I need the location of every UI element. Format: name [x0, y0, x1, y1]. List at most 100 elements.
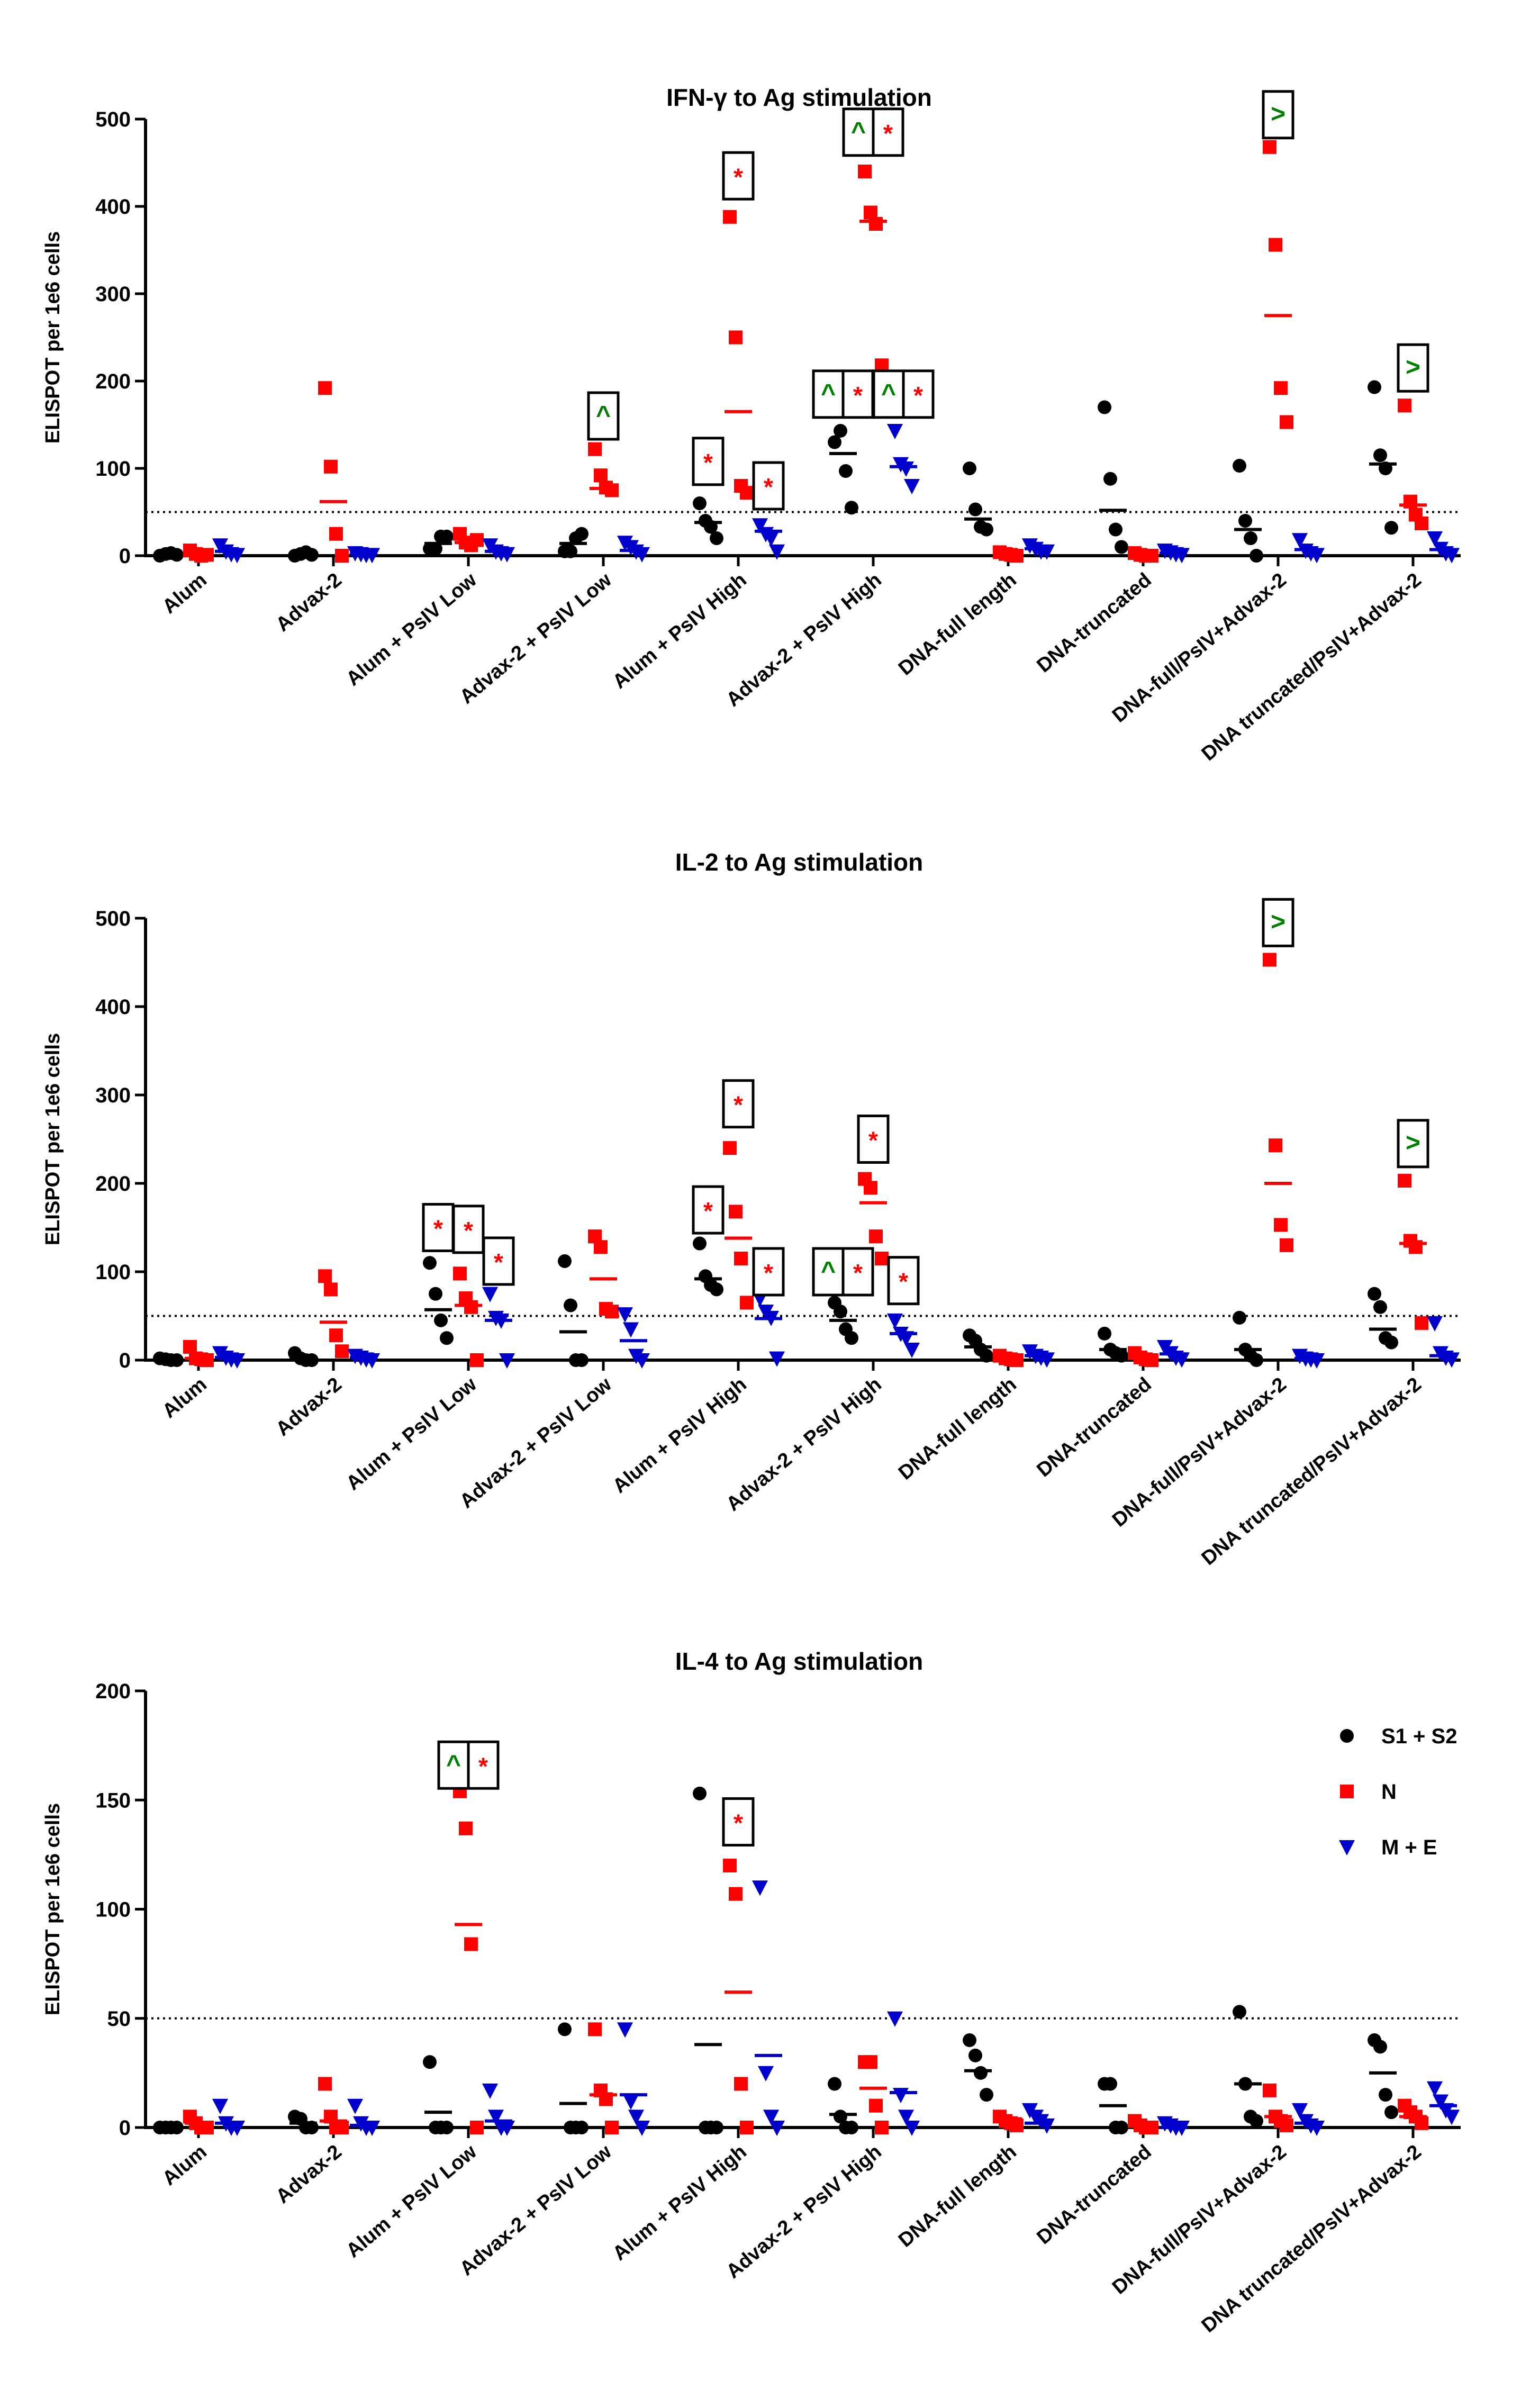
- data-point-me: [617, 2022, 633, 2038]
- significance-box: [1262, 90, 1294, 140]
- y-tick-label: 200: [95, 370, 131, 393]
- x-tick-label: Advax-2 + PsIV High: [722, 1373, 885, 1516]
- data-point-n: [453, 1266, 467, 1281]
- data-point-s1s2: [1238, 2077, 1252, 2091]
- data-point-n: [200, 1353, 214, 1367]
- significance-star: *: [478, 1752, 488, 1780]
- data-point-me: [1292, 533, 1308, 549]
- data-point-n: [1280, 415, 1293, 429]
- legend-marker-me: [1339, 1840, 1355, 1855]
- x-tick-label: Alum: [158, 569, 211, 618]
- data-point-s1s2: [1384, 521, 1398, 535]
- data-point-me: [898, 461, 914, 477]
- data-point-me: [1039, 2118, 1055, 2134]
- x-tick-label: Advax-2: [272, 569, 346, 636]
- data-point-s1s2: [423, 2055, 437, 2069]
- data-point-n: [1274, 1218, 1288, 1232]
- chart-title: IL-2 to Ag stimulation: [675, 848, 924, 876]
- y-axis-label: ELISPOT per 1e6 cells: [42, 231, 64, 443]
- data-point-s1s2: [834, 2110, 847, 2124]
- data-point-me: [893, 2088, 909, 2104]
- data-point-me: [488, 2110, 504, 2125]
- data-point-n: [329, 527, 343, 541]
- data-point-n: [329, 1328, 343, 1343]
- data-point-s1s2: [1233, 1310, 1246, 1325]
- data-point-s1s2: [1115, 1348, 1128, 1363]
- data-point-s1s2: [558, 2022, 572, 2036]
- data-point-s1s2: [834, 1305, 847, 1319]
- data-point-me: [769, 544, 785, 560]
- data-point-n: [869, 1229, 883, 1244]
- data-point-s1s2: [429, 1287, 442, 1301]
- data-point-s1s2: [1103, 472, 1117, 486]
- data-point-s1s2: [575, 1353, 589, 1367]
- data-point-me: [763, 1310, 779, 1326]
- data-point-me: [499, 2121, 515, 2136]
- data-point-s1s2: [170, 2121, 184, 2134]
- significance-box: [1397, 343, 1429, 393]
- data-point-n: [864, 1181, 877, 1195]
- y-tick-label: 300: [95, 283, 131, 306]
- x-tick-label: Alum + PsIV Low: [342, 568, 481, 690]
- data-point-n: [723, 1859, 737, 1872]
- x-tick-label: Alum + PsIV High: [609, 569, 751, 693]
- data-point-s1s2: [1115, 540, 1128, 554]
- data-point-n: [1280, 1238, 1293, 1252]
- significance-box: [692, 1185, 725, 1235]
- data-point-me: [1039, 544, 1055, 560]
- data-point-s1s2: [1233, 2005, 1246, 2019]
- y-tick-label: 400: [95, 195, 131, 219]
- data-point-me: [347, 2098, 363, 2114]
- data-point-n: [599, 2092, 613, 2106]
- data-point-n: [1274, 381, 1288, 395]
- data-point-s1s2: [980, 2088, 993, 2102]
- significance-star: *: [494, 1248, 503, 1276]
- data-point-me: [1444, 548, 1460, 564]
- data-point-n: [1269, 238, 1282, 252]
- data-point-s1s2: [434, 1313, 448, 1327]
- significance-symbol: ^: [821, 1257, 836, 1285]
- x-tick-label: Advax-2: [272, 2141, 346, 2208]
- data-point-s1s2: [170, 548, 184, 562]
- x-tick-label: DNA-truncated: [1033, 2141, 1155, 2249]
- data-point-me: [1444, 2110, 1460, 2125]
- significance-box: [722, 151, 755, 201]
- data-point-n: [734, 1251, 748, 1265]
- data-point-s1s2: [558, 1254, 572, 1268]
- data-point-me: [634, 1353, 650, 1369]
- x-tick-label: Alum + PsIV Low: [342, 2140, 481, 2262]
- x-tick-label: Advax-2 + PsIV Low: [456, 568, 616, 708]
- data-point-n: [335, 2121, 349, 2134]
- data-point-s1s2: [1244, 531, 1257, 545]
- data-point-me: [364, 1353, 380, 1369]
- data-point-s1s2: [845, 501, 858, 515]
- data-point-s1s2: [305, 548, 319, 562]
- chart-title: IL-4 to Ag stimulation: [675, 1647, 924, 1675]
- significance-symbol: ^: [881, 379, 896, 408]
- significance-star: *: [703, 449, 713, 476]
- y-tick-label: 300: [95, 1084, 131, 1107]
- y-tick-label: 100: [95, 457, 131, 481]
- data-point-n: [1398, 1173, 1411, 1188]
- data-point-s1s2: [845, 1331, 858, 1345]
- data-point-n: [594, 468, 608, 483]
- data-point-n: [200, 2121, 214, 2134]
- significance-star: *: [734, 1091, 743, 1119]
- data-point-n: [875, 1251, 889, 1265]
- x-tick-label: Alum + PsIV High: [609, 1373, 751, 1498]
- data-point-s1s2: [305, 1353, 319, 1367]
- data-point-s1s2: [1384, 2105, 1398, 2120]
- data-point-n: [1145, 2121, 1158, 2134]
- data-point-s1s2: [1109, 522, 1122, 537]
- legend-marker-s1s2: [1340, 1729, 1354, 1743]
- data-point-me: [623, 2094, 639, 2110]
- x-tick-label: Alum: [158, 1373, 211, 1423]
- data-point-me: [493, 1313, 509, 1329]
- data-point-me: [887, 424, 903, 440]
- data-point-n: [1010, 1353, 1024, 1367]
- data-point-me: [752, 518, 768, 534]
- x-tick-label: DNA-full length: [894, 1373, 1021, 1484]
- data-point-n: [875, 2121, 889, 2134]
- significance-star: *: [899, 1268, 908, 1296]
